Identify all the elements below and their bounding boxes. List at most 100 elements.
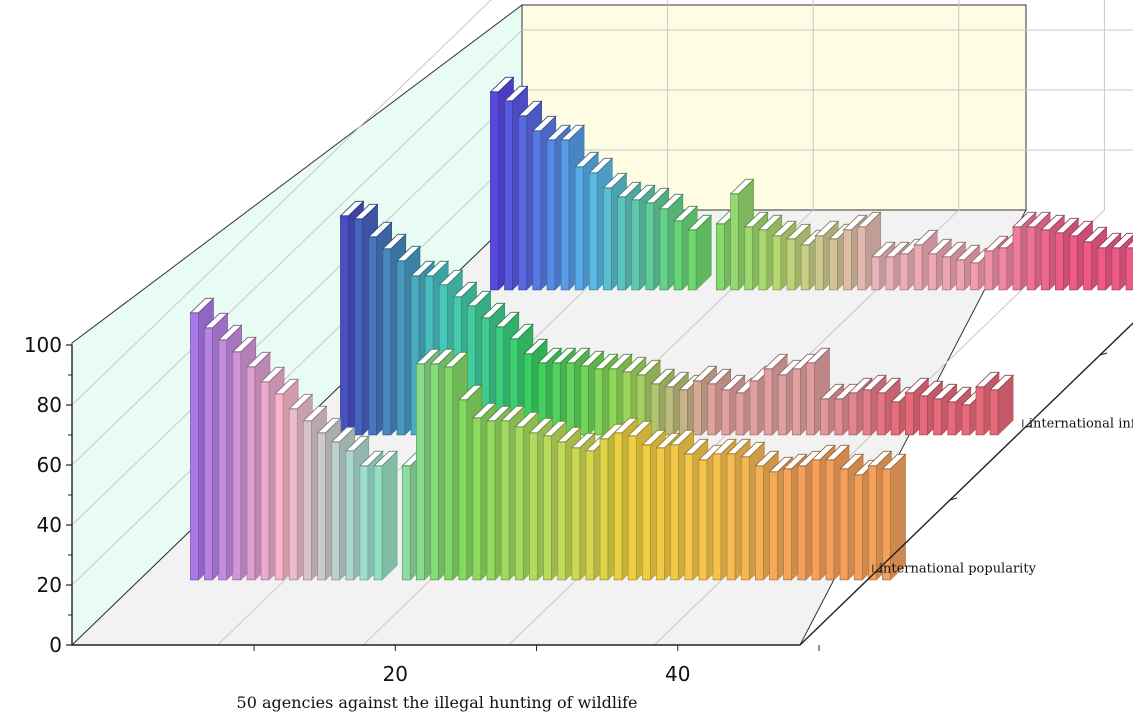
bar-top-face [452, 281, 478, 298]
bar-front-face [843, 229, 852, 291]
y-tick-label: 0 [49, 633, 62, 657]
bar-front-face [617, 196, 626, 291]
chart-axes: 0 20 40 60 80 100 20 40 50 agencies against the … [24, 322, 1133, 712]
bar-front-face [354, 218, 364, 436]
bar-front-face [927, 253, 937, 291]
bar-front-face [834, 398, 844, 436]
bar-top-face [669, 429, 695, 446]
bar-top-face [975, 371, 1000, 388]
bar-top-face [810, 444, 836, 461]
bar-front-face [574, 166, 584, 291]
depth-axis-tick [1099, 352, 1108, 356]
bar-side-face [381, 450, 398, 581]
bar-top-face [316, 417, 342, 434]
bar-front-face [274, 393, 284, 581]
bar-top-face [579, 350, 605, 367]
bar-top-face [344, 435, 370, 452]
bar-front-face [956, 259, 965, 291]
x-tick-label: 20 [383, 662, 408, 686]
bar-top-face [607, 353, 633, 370]
bar-front-face [246, 366, 256, 581]
bar-top-face [489, 76, 515, 93]
bar-top-face [1125, 240, 1133, 249]
bar-top-face [989, 374, 1015, 391]
bar-top-face [523, 338, 549, 355]
bar-front-face [853, 474, 863, 581]
bar-front-face [373, 465, 383, 581]
bar-top-face [528, 417, 554, 434]
depth-axis-tick [874, 570, 883, 573]
bar-top-face [565, 347, 591, 364]
bar-top-face [726, 438, 752, 455]
bar-top-face [754, 450, 780, 467]
bar-top-face [556, 426, 582, 443]
bar-front-face [905, 392, 914, 436]
bar-top-face [415, 348, 441, 365]
bar-front-face [585, 450, 595, 581]
bar-front-face [1069, 235, 1078, 291]
bar-front-face [890, 401, 900, 436]
bar-front-face [288, 408, 298, 581]
bar-front-face [631, 199, 641, 291]
bar-top-face [358, 450, 384, 467]
bar-top-face [1040, 214, 1066, 231]
bar-top-face [246, 351, 271, 368]
bar-front-face [504, 100, 513, 291]
bar-top-face [531, 115, 557, 132]
bar-top-face [1096, 232, 1122, 249]
bar-top-face [429, 348, 455, 365]
bar-front-face [712, 453, 722, 581]
bar-top-face [613, 417, 639, 434]
y-tick-label: 100 [24, 333, 62, 357]
bar-top-face [856, 211, 882, 228]
bar-front-face [204, 327, 214, 581]
bar-top-face [560, 124, 586, 141]
bar-front-face [642, 444, 651, 581]
bar-top-face [729, 178, 755, 195]
bar-top-face [330, 426, 356, 443]
bar-top-face [203, 312, 229, 329]
bar-front-face [792, 368, 801, 436]
bar-front-face [500, 420, 510, 581]
bar-front-face [868, 465, 877, 581]
bar-global-coverage-15 [687, 214, 713, 291]
bar-top-face [339, 200, 365, 217]
bar-front-face [772, 235, 782, 291]
bar-front-face [382, 248, 392, 436]
bar-front-face [518, 115, 528, 291]
bar-top-face [927, 238, 953, 255]
bar-top-face [602, 172, 628, 189]
bar-top-face [692, 365, 718, 382]
grid-line-left-wall [71, 89, 523, 526]
bar-front-face [546, 139, 556, 291]
bar-front-face [599, 438, 609, 581]
bar-front-face [721, 389, 731, 436]
bar-top-face [712, 438, 737, 455]
bar-top-face [771, 220, 797, 237]
bar-top-face [471, 402, 497, 419]
bar-top-face [494, 311, 520, 328]
bar-top-face [946, 386, 972, 403]
bar-top-face [486, 405, 512, 422]
bar-front-face [650, 383, 660, 436]
bar-front-face [755, 465, 764, 581]
bar-top-face [574, 151, 600, 168]
bar-front-face [458, 399, 468, 581]
grid-line-left-wall [71, 149, 523, 586]
bar-top-face [500, 405, 526, 422]
bar-front-face [933, 398, 942, 436]
grid-line-left-wall [71, 0, 492, 406]
bar-front-face [707, 383, 717, 436]
bar-top-face [537, 347, 563, 364]
bar-top-face [814, 220, 840, 237]
bar-top-face [876, 377, 902, 394]
bar-front-face [984, 250, 994, 291]
bar-top-face [805, 347, 831, 364]
bar-front-face [726, 453, 736, 581]
bar-front-face [961, 404, 971, 436]
bar-front-face [885, 256, 895, 291]
bar-front-face [401, 465, 411, 581]
bar-top-face [546, 124, 571, 141]
bar-top-face [466, 290, 492, 307]
bar-front-face [687, 229, 697, 291]
